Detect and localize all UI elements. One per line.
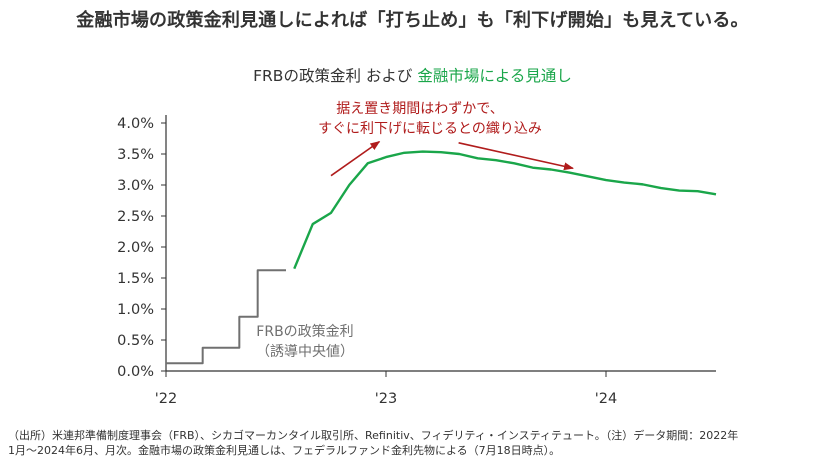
axes [165, 115, 716, 372]
y-axis-ticks: 0.0% 0.5% 1.0% 1.5% 2.0% 2.5% 3.0% 3.5% 4.0% [117, 116, 166, 380]
rate-chart: 0.0% 0.5% 1.0% 1.5% 2.0% 2.5% 3.0% 3.5% 4.0% '22… [117, 101, 717, 407]
frb-label-line1: FRBの政策金利 [256, 323, 353, 340]
annotation-line1: 据え置き期間はわずかで、 [336, 101, 503, 117]
y-tick-label: 1.5% [117, 271, 154, 287]
y-tick-label: 4.0% [117, 116, 154, 132]
rise-arrow [330, 140, 381, 177]
x-tick-label: '24 [595, 391, 617, 407]
y-tick-label: 1.0% [117, 302, 154, 318]
x-axis-ticks: '22 '23 '24 [155, 371, 617, 407]
annotation-arrows [330, 140, 574, 177]
source-line2: 1月～2024年6月、月次。金融市場の政策金利見通しは、フェデラルファンド金利先… [8, 444, 561, 457]
y-tick-label: 2.5% [117, 209, 154, 225]
headline: 金融市場の政策金利見通しによれば「打ち止め」も「利下げ開始」も見えている。 [76, 10, 749, 31]
decline-arrow [458, 142, 574, 171]
source-line1: （出所）米連邦準備制度理事会（FRB）、シカゴマーカンタイル取引所、Refini… [8, 429, 739, 442]
x-tick-label: '23 [375, 391, 397, 407]
y-tick-label: 0.0% [117, 364, 154, 380]
x-tick-label: '22 [155, 391, 177, 407]
subtitle-frb: FRBの政策金利 および [253, 67, 418, 85]
y-tick-label: 3.5% [117, 147, 154, 163]
source-note: （出所）米連邦準備制度理事会（FRB）、シカゴマーカンタイル取引所、Refini… [8, 428, 820, 458]
frb-rate-line [166, 269, 286, 365]
market-forecast-line [293, 150, 717, 270]
y-tick-label: 3.0% [117, 178, 154, 194]
annotation-line2: すぐに利下げに転じるとの織り込み [318, 121, 542, 137]
y-tick-label: 2.0% [117, 240, 154, 256]
y-tick-label: 0.5% [117, 333, 154, 349]
series-layer [166, 150, 717, 365]
subtitle-market: 金融市場による見通し [417, 67, 572, 85]
frb-label-line2: （誘導中央値） [256, 344, 354, 360]
chart-subtitle: FRBの政策金利 および 金融市場による見通し [0, 64, 825, 86]
